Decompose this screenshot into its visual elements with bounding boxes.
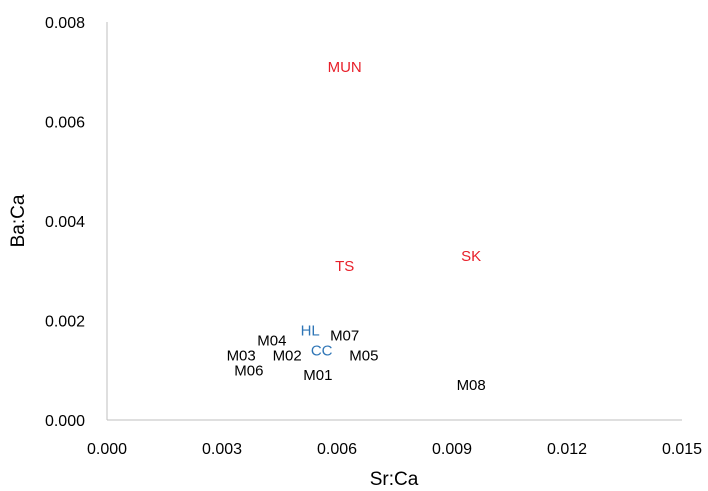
- point-label-m08: M08: [457, 377, 486, 394]
- y-axis-title: Ba:Ca: [8, 194, 29, 247]
- y-tick-label: 0.002: [45, 314, 85, 331]
- point-label-m06: M06: [234, 362, 263, 379]
- y-tick-label: 0.004: [45, 214, 85, 231]
- x-axis-title: Sr:Ca: [370, 469, 419, 490]
- point-label-sk: SK: [461, 248, 481, 265]
- point-label-m02: M02: [273, 347, 302, 364]
- y-tick-label: 0.006: [45, 115, 85, 132]
- y-tick-labels: 0.000 0.002 0.004 0.006 0.008: [45, 15, 85, 430]
- point-label-hl: HL: [301, 322, 320, 339]
- y-tick-label: 0.000: [45, 413, 85, 430]
- x-tick-labels: 0.000 0.003 0.006 0.009 0.012 0.015: [87, 441, 702, 458]
- x-tick-label: 0.006: [317, 441, 357, 458]
- x-tick-label: 0.009: [432, 441, 472, 458]
- x-tick-label: 0.000: [87, 441, 127, 458]
- point-label-m01: M01: [303, 367, 332, 384]
- point-label-m05: M05: [349, 347, 378, 364]
- point-label-ts: TS: [335, 258, 354, 275]
- x-tick-label: 0.012: [547, 441, 587, 458]
- point-label-m07: M07: [330, 327, 359, 344]
- point-label-cc: CC: [311, 342, 333, 359]
- x-tick-label: 0.003: [202, 441, 242, 458]
- point-label-mun: MUN: [328, 59, 362, 76]
- y-tick-label: 0.008: [45, 15, 85, 32]
- x-tick-label: 0.015: [662, 441, 702, 458]
